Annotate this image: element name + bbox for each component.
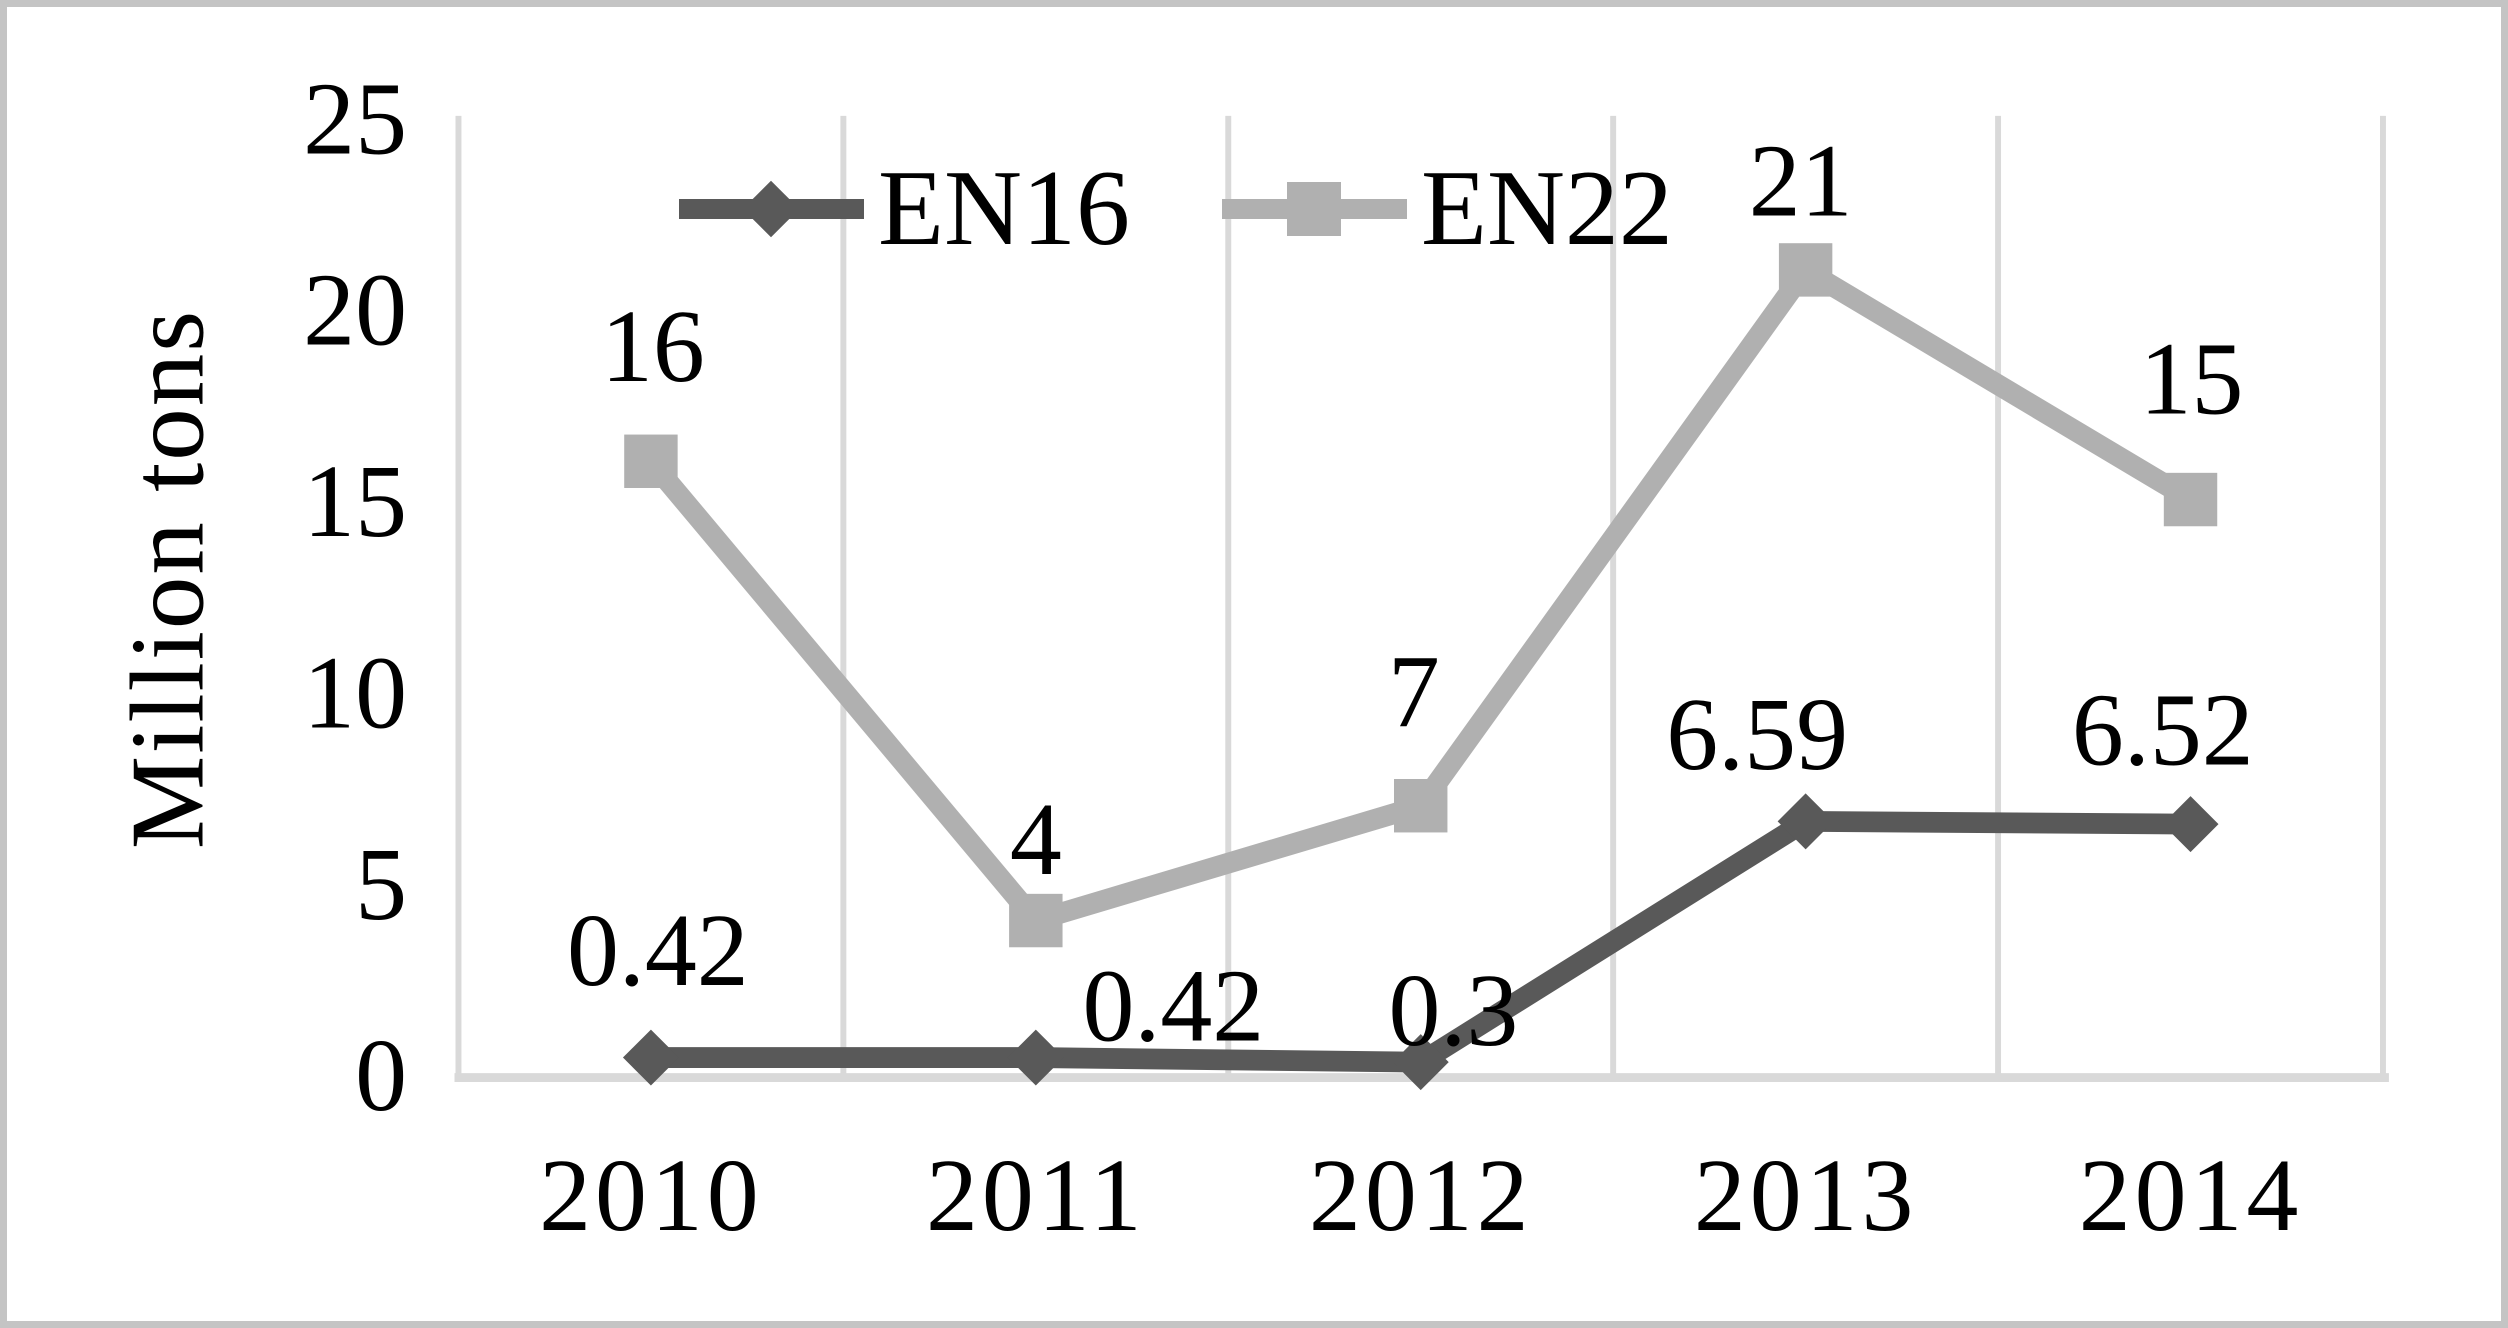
data-label-en22: 15	[2140, 321, 2244, 436]
line-chart-canvas: 0 5 10 15 20 25 2010 2011 2012 2013 2014 16 4 7 21 15 0.…	[303, 61, 2389, 1253]
y-tick-label: 15	[303, 444, 407, 559]
square-marker-en22	[1778, 243, 1833, 297]
square-marker-en22	[2163, 472, 2218, 527]
y-axis-title: Million tons	[108, 308, 226, 850]
y-tick-label: 0	[355, 1018, 407, 1133]
x-tick-label: 2014	[2079, 1138, 2303, 1253]
data-label-en22: 4	[1010, 782, 1062, 897]
legend-item-en16: EN16	[679, 155, 1130, 263]
x-tick-label: 2010	[539, 1138, 763, 1253]
data-label-en16: 6.59	[1666, 677, 1848, 792]
data-label-en16: 6.52	[2072, 673, 2254, 788]
x-tick-label: 2012	[1309, 1138, 1533, 1253]
square-marker-icon	[1286, 182, 1341, 236]
data-label-en16: 0.42	[567, 893, 749, 1008]
square-marker-en22	[1394, 779, 1448, 833]
legend-label-en22: EN22	[1420, 149, 1673, 268]
y-tick-label: 20	[303, 253, 407, 368]
data-label-en22: 16	[601, 289, 705, 404]
legend-item-en22: EN22	[1221, 149, 1673, 268]
data-label-en22: 21	[1749, 123, 1853, 238]
en16-line-diamond-icon	[679, 180, 864, 238]
square-marker-en22	[1009, 893, 1063, 948]
legend: EN16 EN22	[679, 155, 1673, 263]
diamond-marker-en16	[2162, 796, 2219, 853]
x-tick-label: 2011	[926, 1138, 1146, 1253]
diamond-marker-icon	[742, 180, 800, 238]
y-tick-label: 25	[303, 61, 407, 176]
square-marker-en22	[624, 434, 678, 488]
legend-label-en16: EN16	[878, 149, 1130, 268]
data-label-en16: 0.42	[1082, 949, 1264, 1064]
x-tick-label: 2013	[1694, 1138, 1918, 1253]
y-tick-label: 5	[355, 827, 407, 942]
y-tick-label: 10	[303, 635, 407, 750]
data-label-en22: 7	[1388, 634, 1440, 749]
en22-line-square-icon	[1221, 182, 1407, 236]
data-label-en16: 0.3	[1388, 953, 1518, 1068]
